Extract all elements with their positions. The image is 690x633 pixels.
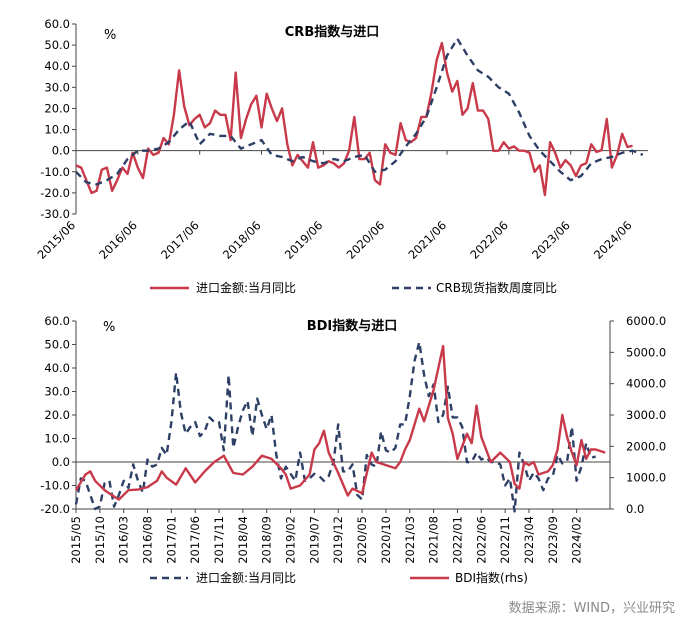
bdi-y2-tick-label: 0.0 (626, 502, 644, 516)
bdi-x-tick-label: 2020/10 (379, 516, 393, 564)
crb-legend: 进口金额:当月同比 CRB现货指数周度同比 (150, 280, 557, 295)
bdi-x-tick-label: 2019/02 (284, 516, 298, 564)
bdi-y-tick-label: -10.0 (40, 479, 70, 493)
crb-series-crb-line (75, 37, 644, 186)
bdi-y-tick-label: 20.0 (44, 408, 70, 422)
crb-y-tick-label: 0.0 (52, 144, 70, 158)
bdi-x-tick-label: 2023/09 (546, 516, 560, 564)
bdi-x-tick-label: 2019/07 (307, 516, 321, 564)
crb-chart-title: CRB指数与进口 (285, 24, 379, 40)
bdi-x-tick-label: 2018/04 (236, 516, 250, 564)
bdi-x-tick-label: 2022/01 (450, 516, 464, 564)
bdi-legend: 进口金额:当月同比 BDI指数(rhs) (150, 570, 528, 585)
bdi-y-tick-label: 0.0 (52, 455, 70, 469)
crb-y-tick-label: 20.0 (44, 101, 70, 115)
crb-y-tick-label: 60.0 (44, 17, 70, 31)
crb-chart: CRB指数与进口 % 60.0 50.0 40.0 30.0 20.0 10.0 0.0 -1… (34, 17, 648, 295)
crb-x-tick-label: 2022/06 (467, 218, 511, 262)
crb-y-tick-label: -30.0 (40, 207, 70, 221)
bdi-x-tick-label: 2021/08 (427, 516, 441, 564)
bdi-y-tick-label: 50.0 (44, 338, 70, 352)
crb-x-tick-label: 2021/06 (405, 218, 449, 262)
crb-plot-area (75, 37, 644, 197)
crb-axes: 60.0 50.0 40.0 30.0 20.0 10.0 0.0 -10.0 -20.0 -30… (34, 17, 648, 262)
crb-y-tick-label: -20.0 (40, 186, 70, 200)
crb-series-import-line (75, 41, 633, 197)
bdi-y-unit: % (103, 320, 115, 335)
bdi-y2-tick-label: 2000.0 (626, 439, 666, 453)
crb-y-tick-label: -10.0 (40, 165, 70, 179)
bdi-chart-title: BDI指数与进口 (307, 318, 398, 334)
bdi-y2-tick-label: 5000.0 (626, 345, 666, 359)
crb-x-tick-label: 2018/06 (220, 218, 264, 262)
crb-x-tick-label: 2015/06 (34, 218, 78, 262)
crb-y-tick-label: 30.0 (44, 80, 70, 94)
legend-label-import: 进口金额:当月同比 (196, 570, 296, 585)
crb-y-tick-label: 10.0 (44, 123, 70, 137)
bdi-x-tick-label: 2016/08 (141, 516, 155, 564)
bdi-x-tick-label: 2021/03 (403, 516, 417, 564)
bdi-y2-tick-label: 1000.0 (626, 471, 666, 485)
crb-x-tick-label: 2019/06 (282, 218, 326, 262)
bdi-x-tick-label: 2017/11 (212, 516, 226, 564)
crb-x-tick-label: 2023/06 (529, 218, 573, 262)
crb-y-tick-label: 50.0 (44, 38, 70, 52)
crb-x-tick-label: 2020/06 (344, 218, 388, 262)
bdi-y-tick-label: -20.0 (40, 502, 70, 516)
bdi-plot-area (74, 340, 606, 513)
source-note: 数据来源：WIND，兴业研究 (509, 601, 675, 616)
bdi-x-tick-label: 2022/06 (474, 516, 488, 564)
bdi-x-tick-label: 2017/01 (164, 516, 178, 564)
bdi-y2-tick-label: 6000.0 (626, 314, 666, 328)
bdi-x-tick-label: 2022/11 (498, 516, 512, 564)
bdi-x-tick-label: 2024/02 (570, 516, 584, 564)
bdi-y-tick-label: 60.0 (44, 314, 70, 328)
bdi-axes: 60.0 50.0 40.0 30.0 20.0 10.0 0.0 -10.0 -20.0 600… (40, 314, 666, 564)
bdi-x-tick-label: 2017/06 (188, 516, 202, 564)
bdi-y2-tick-label: 4000.0 (626, 377, 666, 391)
bdi-y2-tick-label: 3000.0 (626, 408, 666, 422)
bdi-y-tick-label: 10.0 (44, 432, 70, 446)
bdi-x-tick-label: 2015/05 (69, 516, 83, 564)
legend-label-bdi: BDI指数(rhs) (455, 570, 528, 585)
bdi-x-tick-label: 2020/05 (355, 516, 369, 564)
crb-x-tick-label: 2016/06 (96, 218, 140, 262)
bdi-x-tick-label: 2015/10 (93, 516, 107, 564)
bdi-x-tick-label: 2019/12 (331, 516, 345, 564)
bdi-y-tick-label: 40.0 (44, 361, 70, 375)
crb-x-tick-label: 2017/06 (158, 218, 202, 262)
bdi-chart: BDI指数与进口 % 60.0 50.0 40.0 30.0 20.0 10.0 0.0 -1… (40, 314, 666, 585)
crb-x-tick-label: 2024/06 (591, 218, 635, 262)
crb-y-unit: % (104, 28, 116, 43)
crb-y-tick-label: 40.0 (44, 59, 70, 73)
legend-label-crb: CRB现货指数周度同比 (436, 280, 557, 295)
bdi-y-tick-label: 30.0 (44, 385, 70, 399)
legend-label-import: 进口金额:当月同比 (196, 280, 296, 295)
bdi-x-tick-label: 2018/09 (260, 516, 274, 564)
bdi-series-import-line (74, 340, 596, 513)
bdi-x-tick-label: 2023/04 (522, 516, 536, 564)
bdi-series-bdi-line (74, 344, 606, 501)
bdi-x-tick-label: 2016/03 (117, 516, 131, 564)
